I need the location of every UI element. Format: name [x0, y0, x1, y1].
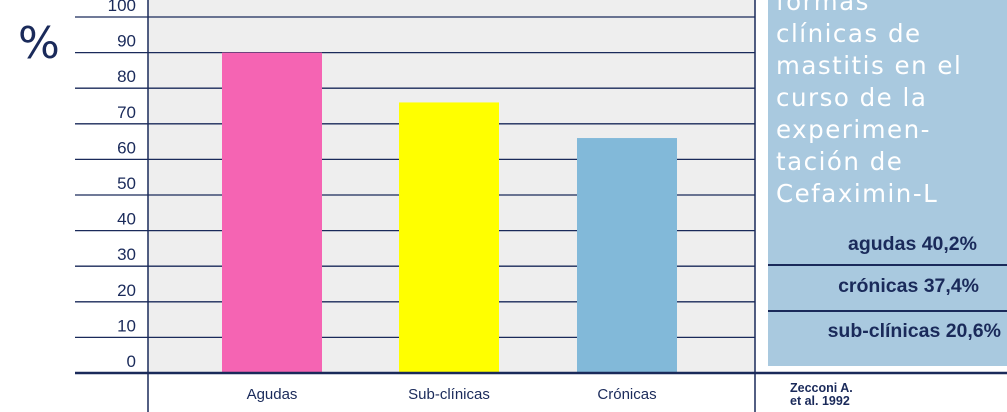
- x-tick-label: Sub-clínicas: [408, 386, 490, 403]
- stat-agudas: agudas 40,2%: [848, 233, 977, 255]
- axes: 0 10 20 30 40 50 60 70 80 90 100 Agudas Sub-clínicas…: [75, 0, 1007, 412]
- x-tick-label: Crónicas: [597, 386, 656, 403]
- y-tick-label: 90: [117, 32, 136, 51]
- y-tick-label: 80: [117, 67, 136, 86]
- bar-crónicas: [577, 138, 677, 373]
- y-tick-label: 30: [117, 245, 136, 264]
- y-tick-label: 10: [117, 316, 136, 335]
- y-tick-label: 60: [117, 138, 136, 157]
- y-tick-label: 70: [117, 103, 136, 122]
- y-tick-label: 0: [127, 352, 136, 371]
- y-tick-label: 50: [117, 174, 136, 193]
- stat-subclinicas: sub-clínicas 20,6%: [827, 320, 1001, 342]
- y-axis-label: %: [18, 18, 60, 69]
- panel-title: formas clínicas de mastitis en el curso …: [776, 0, 963, 208]
- bar-sub-clínicas: [399, 102, 499, 373]
- y-tick-label: 100: [108, 0, 136, 15]
- y-tick-label: 20: [117, 281, 136, 300]
- bars: [222, 52, 677, 373]
- stat-divider: [768, 264, 1007, 266]
- y-tick-label: 40: [117, 210, 136, 229]
- x-tick-label: Agudas: [247, 386, 298, 403]
- stat-divider: [768, 310, 1007, 312]
- citation: Zecconi A. et al. 1992: [790, 381, 853, 408]
- bar-agudas: [222, 52, 322, 373]
- side-panel: [768, 0, 1007, 366]
- stat-cronicas: crónicas 37,4%: [838, 275, 979, 297]
